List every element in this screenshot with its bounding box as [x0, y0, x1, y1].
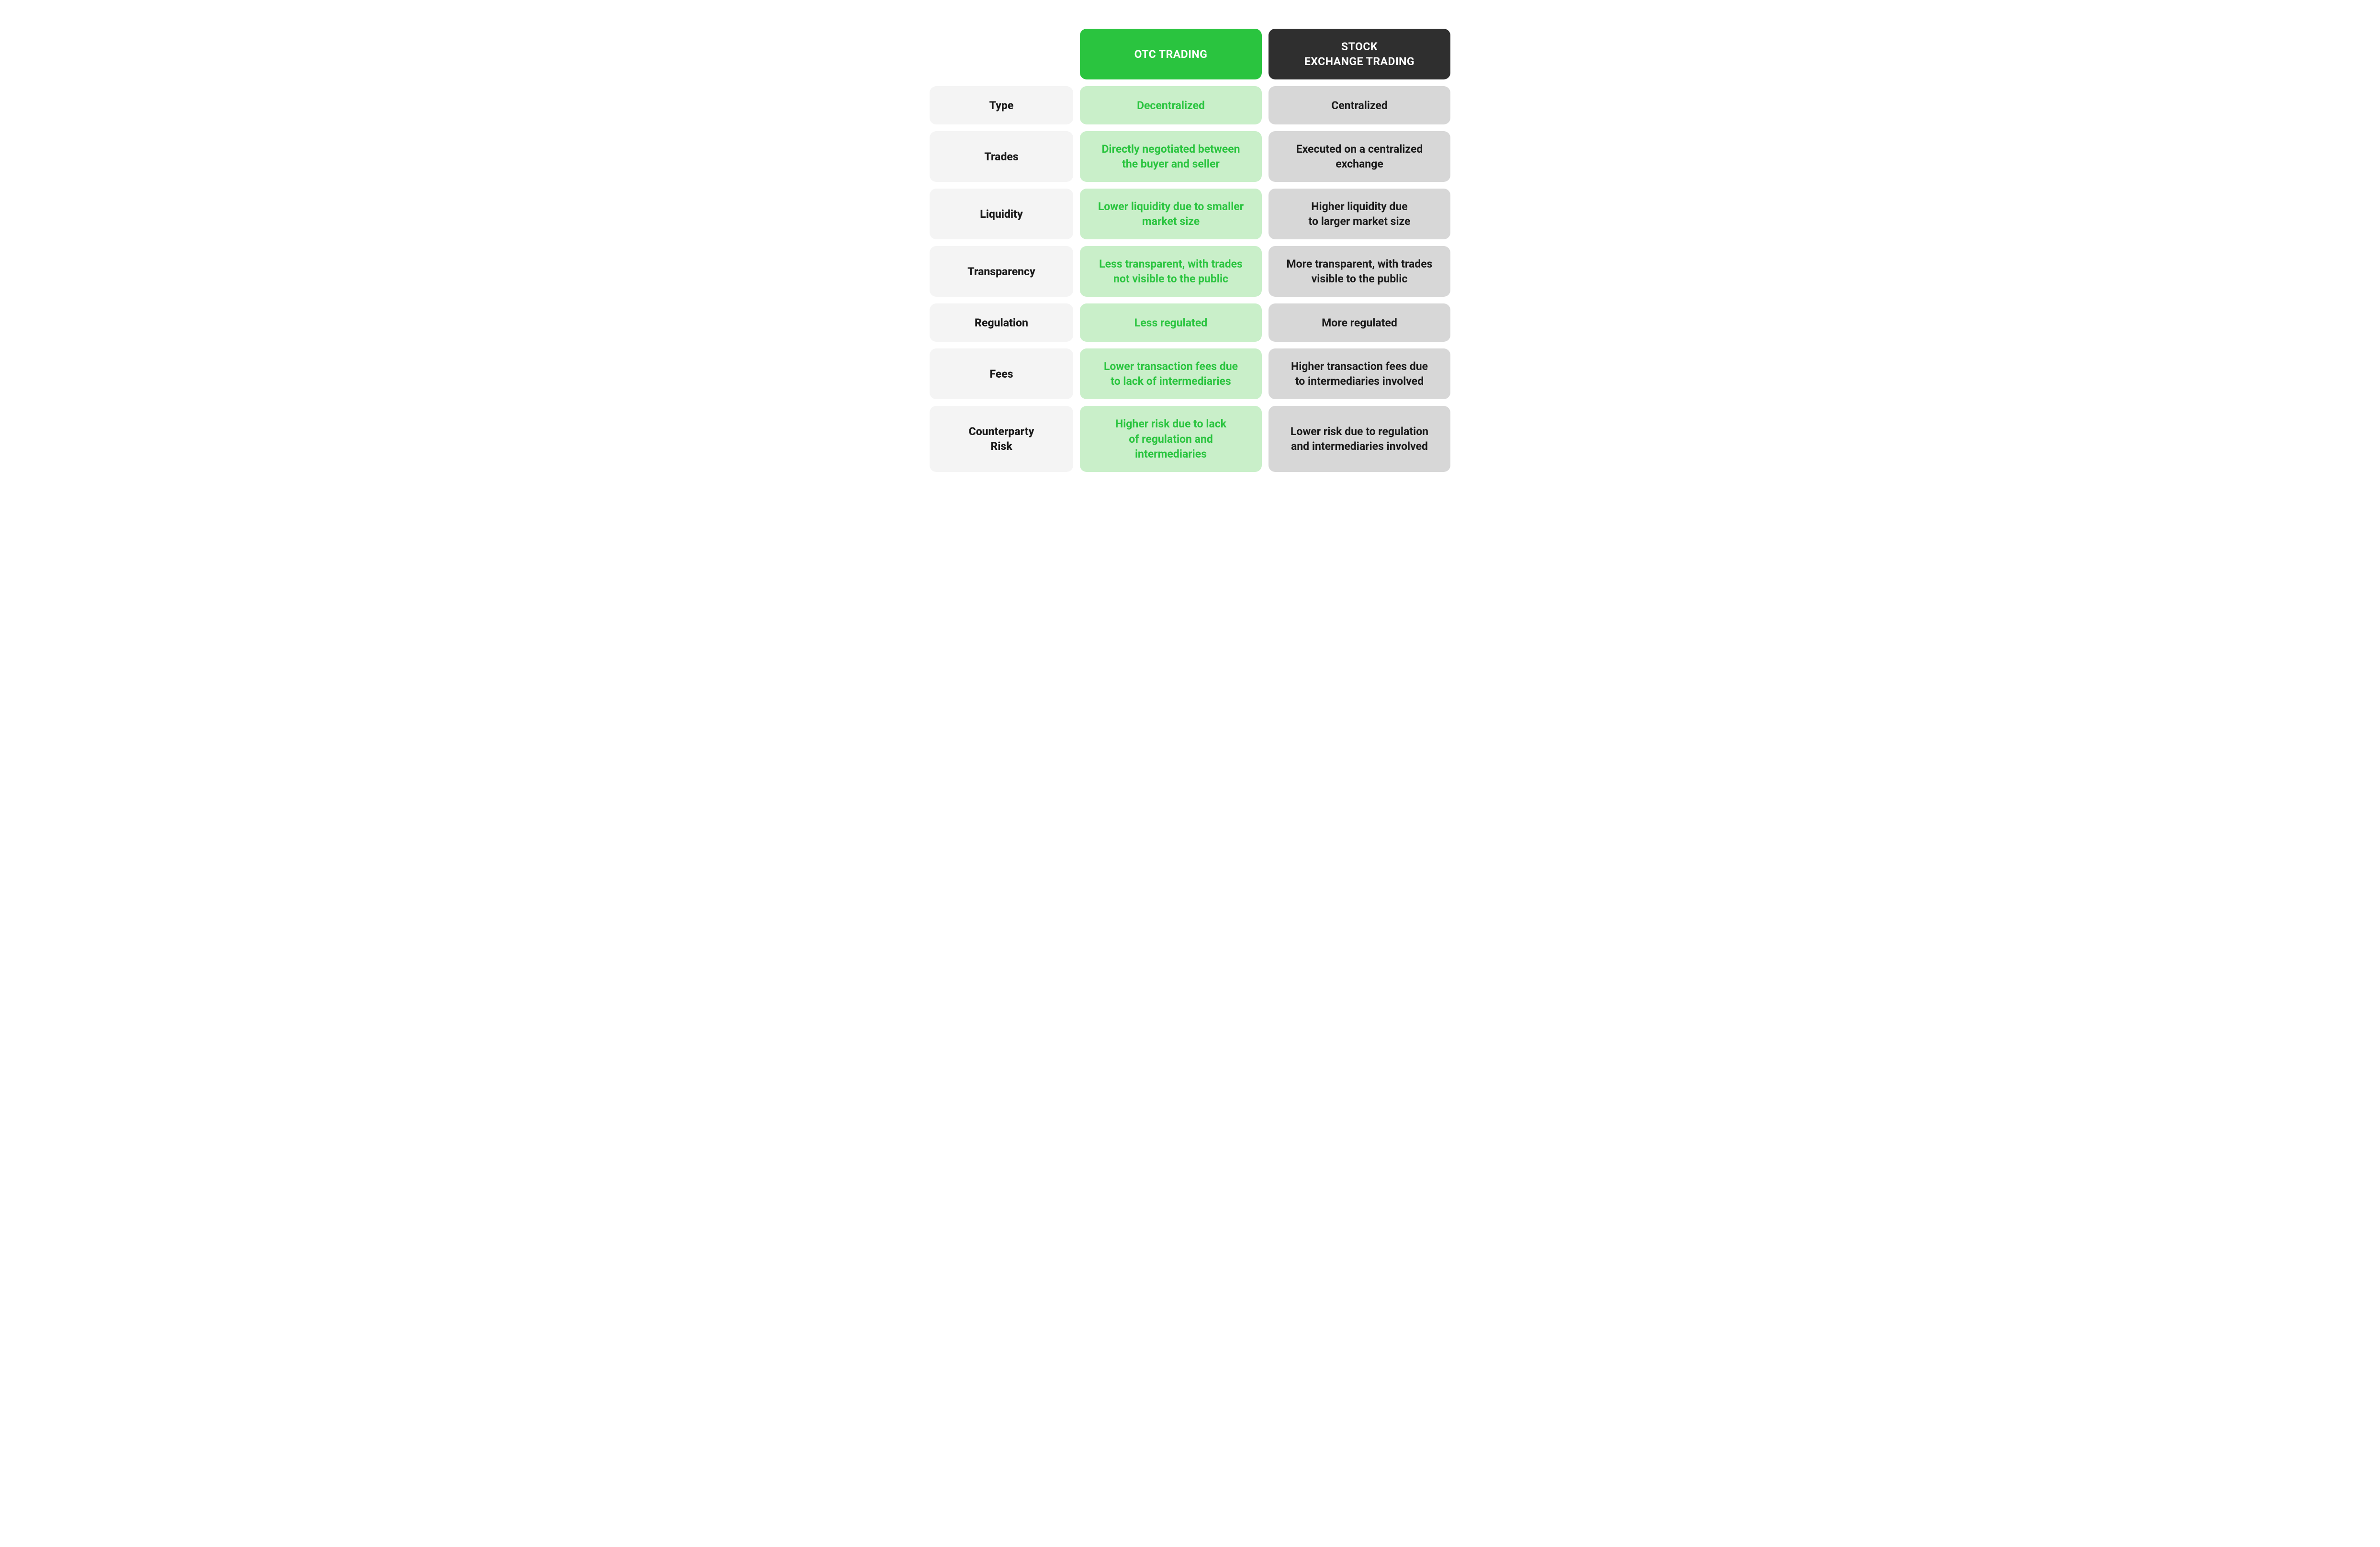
empty-header-cell — [930, 29, 1073, 79]
otc-cell-liquidity: Lower liquidity due to smallermarket siz… — [1080, 189, 1262, 239]
row-label-transparency: Transparency — [930, 246, 1073, 297]
row-label-fees: Fees — [930, 348, 1073, 399]
row-label-type: Type — [930, 86, 1073, 124]
stock-cell-transparency: More transparent, with tradesvisible to … — [1269, 246, 1450, 297]
otc-header: OTC TRADING — [1080, 29, 1262, 79]
stock-cell-type: Centralized — [1269, 86, 1450, 124]
otc-cell-fees: Lower transaction fees dueto lack of int… — [1080, 348, 1262, 399]
otc-cell-type: Decentralized — [1080, 86, 1262, 124]
otc-cell-regulation: Less regulated — [1080, 303, 1262, 342]
row-label-trades: Trades — [930, 131, 1073, 182]
stock-cell-liquidity: Higher liquidity dueto larger market siz… — [1269, 189, 1450, 239]
row-label-liquidity: Liquidity — [930, 189, 1073, 239]
stock-cell-trades: Executed on a centralizedexchange — [1269, 131, 1450, 182]
row-label-counterparty-risk: CounterpartyRisk — [930, 406, 1073, 471]
otc-cell-trades: Directly negotiated betweenthe buyer and… — [1080, 131, 1262, 182]
row-label-regulation: Regulation — [930, 303, 1073, 342]
stock-header: STOCKEXCHANGE TRADING — [1269, 29, 1450, 79]
otc-cell-transparency: Less transparent, with tradesnot visible… — [1080, 246, 1262, 297]
stock-cell-fees: Higher transaction fees dueto intermedia… — [1269, 348, 1450, 399]
stock-cell-regulation: More regulated — [1269, 303, 1450, 342]
comparison-table: OTC TRADING STOCKEXCHANGE TRADING Type D… — [930, 29, 1450, 472]
otc-cell-counterparty-risk: Higher risk due to lackof regulation and… — [1080, 406, 1262, 471]
stock-cell-counterparty-risk: Lower risk due to regulationand intermed… — [1269, 406, 1450, 471]
